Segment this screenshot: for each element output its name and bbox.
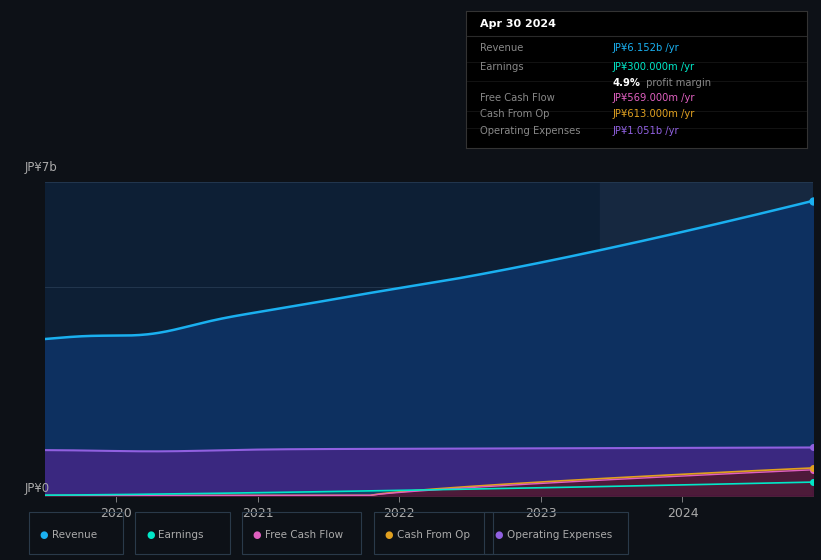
Text: Operating Expenses: Operating Expenses — [480, 125, 580, 136]
Text: Free Cash Flow: Free Cash Flow — [265, 530, 343, 540]
Text: JP¥6.152b /yr: JP¥6.152b /yr — [612, 43, 680, 53]
Text: Earnings: Earnings — [480, 63, 524, 72]
Text: Free Cash Flow: Free Cash Flow — [480, 92, 555, 102]
Text: Earnings: Earnings — [158, 530, 204, 540]
Text: Operating Expenses: Operating Expenses — [507, 530, 612, 540]
Text: ●: ● — [495, 530, 503, 540]
Text: ●: ● — [384, 530, 392, 540]
Text: JP¥613.000m /yr: JP¥613.000m /yr — [612, 109, 695, 119]
Text: Revenue: Revenue — [480, 43, 523, 53]
Text: profit margin: profit margin — [644, 77, 712, 87]
Text: Revenue: Revenue — [52, 530, 97, 540]
Text: 4.9%: 4.9% — [612, 77, 641, 87]
Text: JP¥7b: JP¥7b — [25, 161, 57, 175]
Text: JP¥0: JP¥0 — [25, 482, 50, 495]
Text: ●: ● — [146, 530, 154, 540]
Text: JP¥1.051b /yr: JP¥1.051b /yr — [612, 125, 680, 136]
Text: JP¥300.000m /yr: JP¥300.000m /yr — [612, 63, 695, 72]
Text: Cash From Op: Cash From Op — [480, 109, 549, 119]
Text: Cash From Op: Cash From Op — [397, 530, 470, 540]
Text: ●: ● — [253, 530, 261, 540]
Text: ●: ● — [39, 530, 48, 540]
Bar — [600, 182, 817, 496]
Text: Apr 30 2024: Apr 30 2024 — [480, 20, 556, 30]
Text: JP¥569.000m /yr: JP¥569.000m /yr — [612, 92, 695, 102]
